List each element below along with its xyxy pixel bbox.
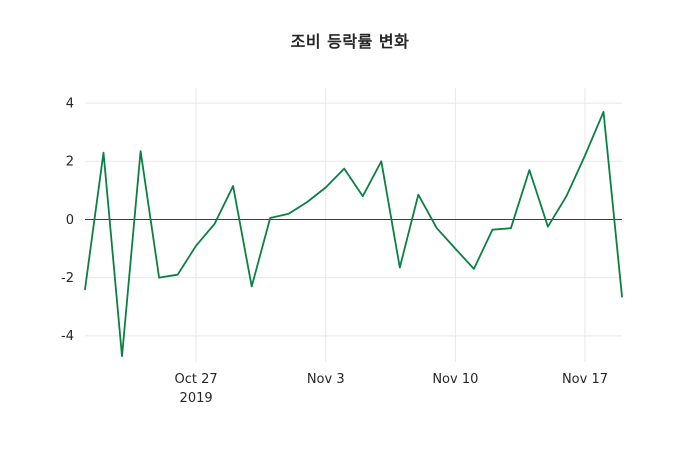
y-tick-label: 2 [66, 155, 74, 170]
data-series-line [84, 111, 623, 358]
x-tick-label: Oct 27 [175, 372, 218, 387]
x-tick-label: Nov 17 [562, 372, 608, 387]
x-tick-label: Nov 3 [307, 372, 345, 387]
x-tick-sublabel: 2019 [180, 391, 213, 406]
x-tick-label: Nov 10 [432, 372, 478, 387]
y-tick-label: -4 [61, 329, 74, 344]
y-tick-label: 0 [66, 213, 74, 228]
y-tick-label: 4 [66, 96, 74, 111]
y-tick-label: -2 [61, 271, 74, 286]
chart-title: 조비 등락률 변화 [290, 32, 410, 51]
